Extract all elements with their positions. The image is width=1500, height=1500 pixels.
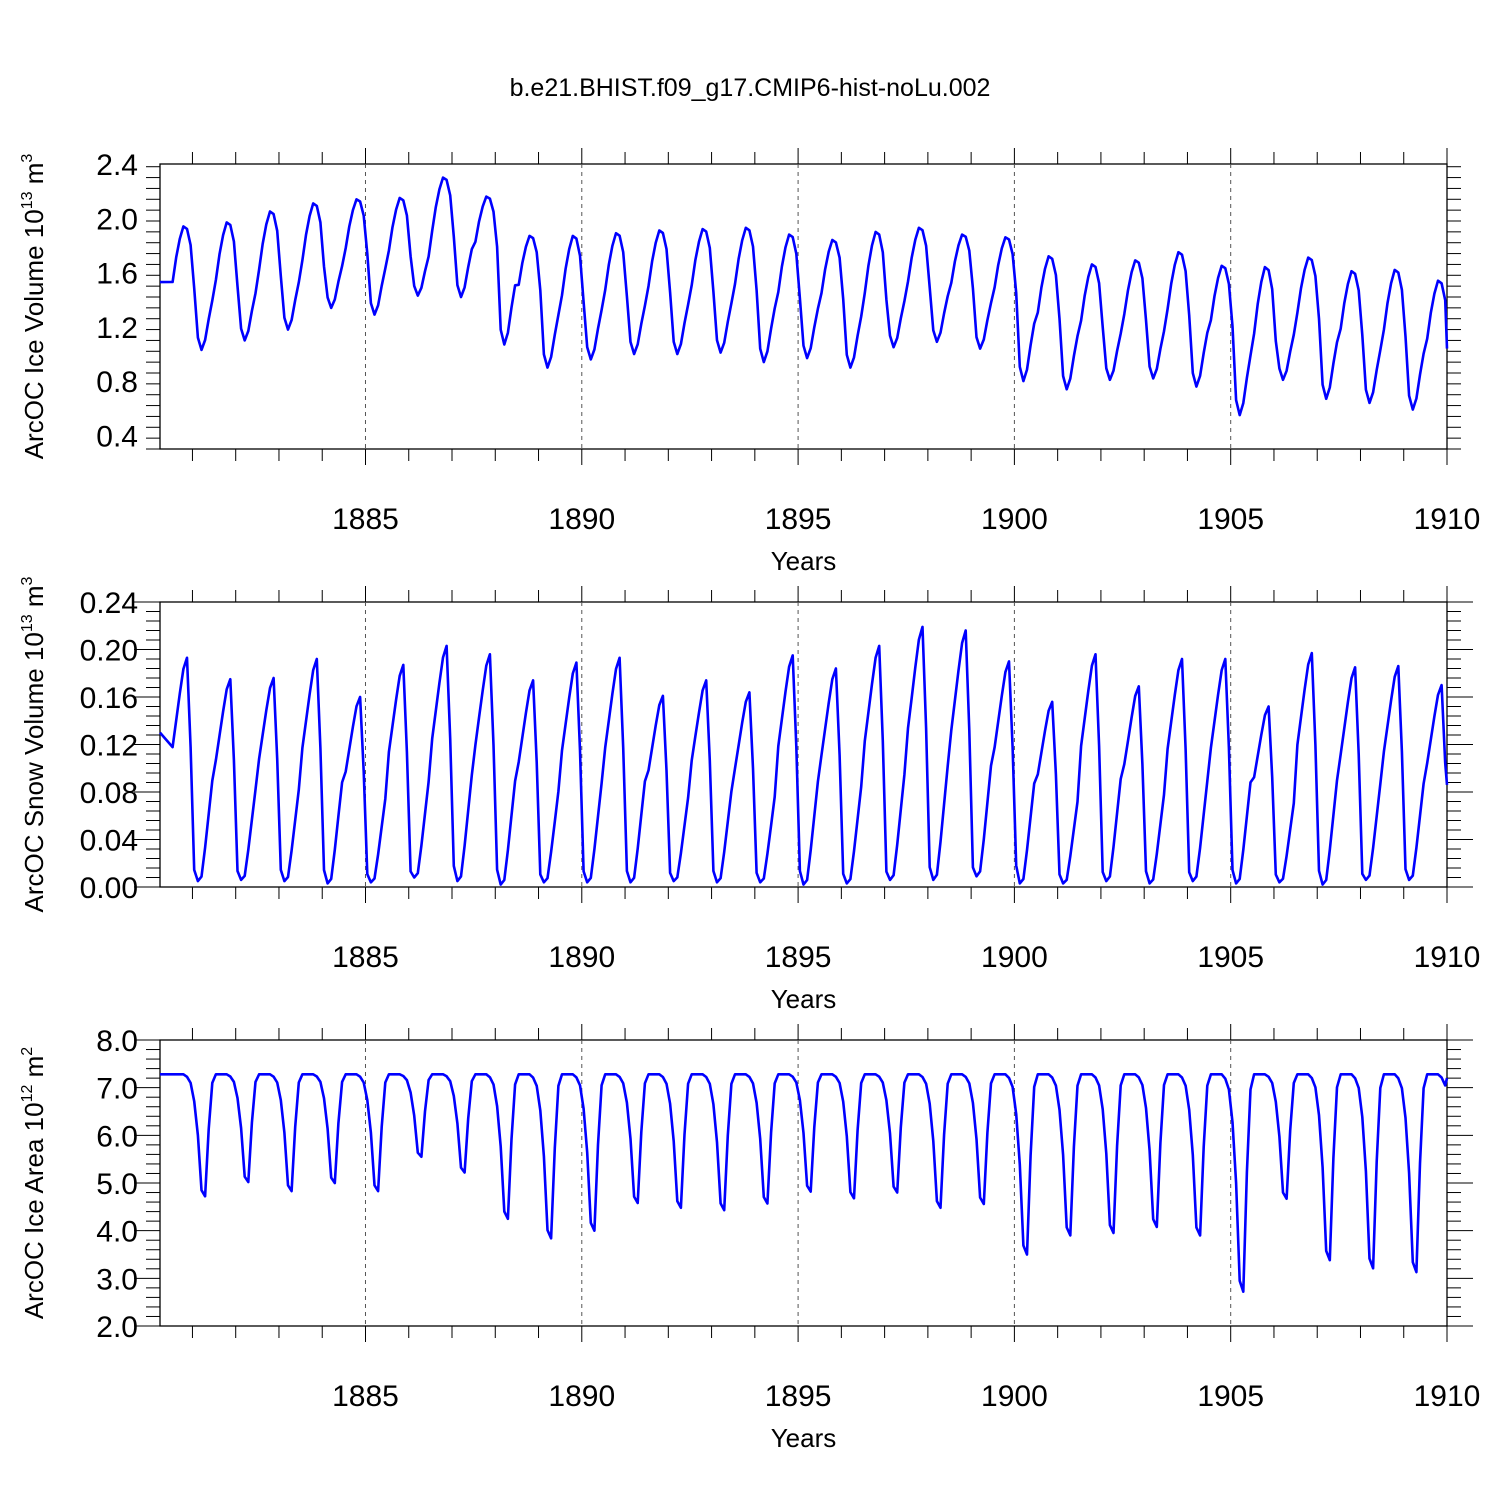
- y-tick-label: 0.24: [80, 587, 138, 620]
- x-axis-title: Years: [771, 1423, 837, 1453]
- x-tick-label: 1895: [765, 941, 832, 974]
- y-axis-title-unit: m: [19, 163, 49, 192]
- y-tick-label: 2.0: [96, 1311, 138, 1344]
- y-tick-label: 8.0: [96, 1025, 138, 1058]
- y-tick-label: 0.00: [80, 872, 138, 905]
- y-tick-label: 2.4: [96, 149, 138, 182]
- x-tick-label: 1905: [1197, 1380, 1264, 1413]
- y-tick-label: 4.0: [96, 1216, 138, 1249]
- y-tick-label: 0.12: [80, 730, 138, 763]
- y-tick-label: 1.2: [96, 312, 138, 345]
- panel-snow-volume: 1885 1890 1895 1900 1905 1910 Years 0.00 0.04 0.0…: [19, 576, 1480, 1014]
- x-tick-label: 1890: [548, 1380, 615, 1413]
- y-tick-label: 3.0: [96, 1263, 138, 1296]
- x-tick-label: 1895: [765, 503, 832, 536]
- x-tick-label: 1905: [1197, 503, 1264, 536]
- y-tick-label: 0.4: [96, 420, 138, 453]
- y-tick-label: 0.8: [96, 366, 138, 399]
- plot-frame: [159, 1039, 1448, 1327]
- x-axis-title: Years: [771, 546, 837, 576]
- y-axis-title: ArcOC Ice Area 1012 m2: [19, 1047, 49, 1319]
- y-tick-label: 5.0: [96, 1168, 138, 1201]
- y-axis-title-unit: m: [19, 1056, 49, 1085]
- y-axis-title-main: ArcOC Snow Volume 10: [19, 632, 49, 912]
- y-axis-title-exp: 13: [19, 614, 36, 632]
- y-tick-label: 0.08: [80, 777, 138, 810]
- y-axis-title: ArcOC Ice Volume 1013 m3: [19, 154, 49, 460]
- x-tick-label: 1900: [981, 503, 1048, 536]
- panel-ice-area: 1885 1890 1895 1900 1905 1910 Years 2.0 3.0 4.0 5.…: [19, 1024, 1480, 1453]
- y-tick-label: 0.16: [80, 682, 138, 715]
- x-tick-label: 1900: [981, 1380, 1048, 1413]
- x-tick-label: 1885: [332, 941, 399, 974]
- y-axis-title-unit-exp: 3: [19, 576, 36, 585]
- panel-ice-volume: 1885 1890 1895 1900 1905 1910 Years 0.4 0.8 1.2 1.…: [19, 148, 1480, 576]
- y-axis-title-unit: m: [19, 585, 49, 614]
- x-tick-label: 1885: [332, 1380, 399, 1413]
- y-tick-label: 1.6: [96, 258, 138, 291]
- x-tick-label: 1905: [1197, 941, 1264, 974]
- y-axis-title-unit-exp: 2: [19, 1047, 36, 1056]
- y-tick-label: 0.20: [80, 635, 138, 668]
- series-line-ice-volume: [159, 176, 1449, 417]
- x-tick-label: 1910: [1414, 941, 1481, 974]
- y-axis-title-exp: 12: [19, 1085, 36, 1103]
- y-axis-title: ArcOC Snow Volume 1013 m3: [19, 576, 49, 912]
- x-tick-label: 1910: [1414, 1380, 1481, 1413]
- y-tick-label: 7.0: [96, 1073, 138, 1106]
- x-tick-label: 1910: [1414, 503, 1481, 536]
- x-tick-label: 1885: [332, 503, 399, 536]
- x-tick-label: 1900: [981, 941, 1048, 974]
- x-tick-label: 1890: [548, 503, 615, 536]
- y-tick-label: 6.0: [96, 1120, 138, 1153]
- x-tick-label: 1895: [765, 1380, 832, 1413]
- series-line-snow-volume: [159, 625, 1449, 886]
- chart-title: b.e21.BHIST.f09_g17.CMIP6-hist-noLu.002: [510, 74, 991, 102]
- y-axis-title-exp: 13: [19, 191, 36, 209]
- y-axis-title-main: ArcOC Ice Area 10: [19, 1102, 49, 1319]
- y-axis-title-unit-exp: 3: [19, 154, 36, 163]
- series-line-ice-area: [160, 1073, 1449, 1293]
- plot-frame: [159, 601, 1448, 888]
- x-axis-title: Years: [771, 984, 837, 1014]
- y-tick-label: 0.04: [80, 825, 138, 858]
- y-axis-title-main: ArcOC Ice Volume 10: [19, 209, 49, 459]
- x-tick-label: 1890: [548, 941, 615, 974]
- y-tick-label: 2.0: [96, 203, 138, 236]
- plot-frame: [159, 163, 1448, 450]
